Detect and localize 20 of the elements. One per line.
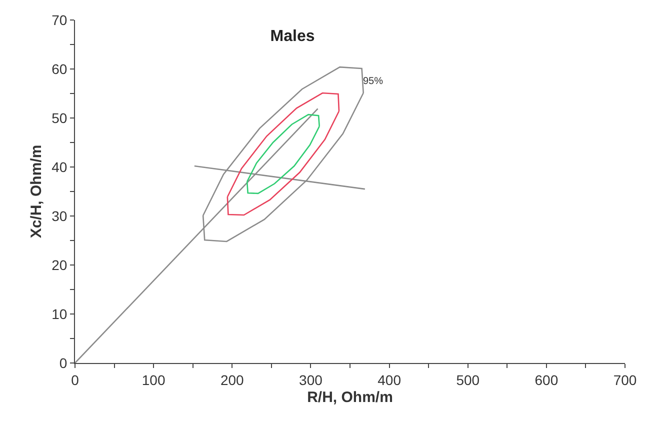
x-tick-label: 600 — [534, 372, 558, 388]
x-tick-label: 700 — [613, 372, 637, 388]
x-tick-label: 300 — [299, 372, 323, 388]
x-tick-label: 500 — [456, 372, 480, 388]
y-tick-label: 70 — [52, 12, 68, 28]
y-tick-label: 10 — [52, 306, 68, 322]
y-tick-label: 50 — [52, 110, 68, 126]
y-tick-label: 20 — [52, 256, 68, 273]
annotation: 95% — [363, 76, 384, 87]
text: Males — [270, 28, 315, 45]
x-tick-label: 100 — [142, 372, 166, 388]
y-tick-label: 60 — [52, 60, 68, 77]
y-tick-label: 0 — [59, 354, 68, 371]
x-axis-title: R/H, Ohm/m — [307, 388, 393, 406]
y-axis-title: Xc/H, Ohm/m — [28, 144, 45, 238]
x-tick-label: 200 — [220, 372, 244, 388]
x-tick-label: 0 — [71, 372, 80, 388]
y-tick-label: 30 — [52, 208, 68, 224]
y-tick-label: 40 — [52, 158, 68, 175]
x-tick-label: 400 — [378, 372, 402, 388]
